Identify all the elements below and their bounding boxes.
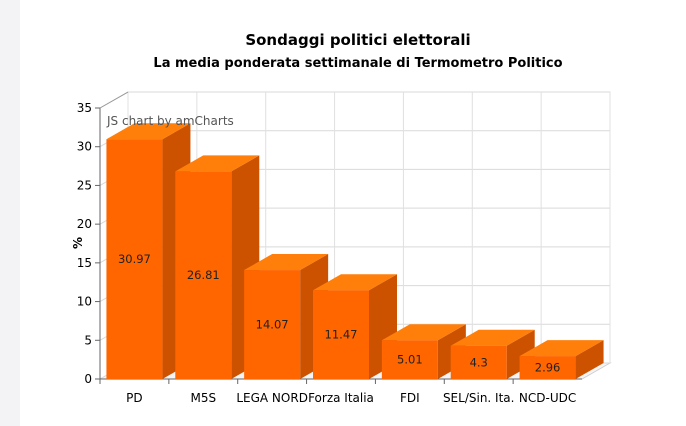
- x-tick-label: FDI: [400, 391, 420, 405]
- bar-front: [313, 290, 369, 379]
- y-tick-label: 25: [77, 178, 92, 192]
- bar-chart: Sondaggi politici elettorali La media po…: [71, 31, 612, 405]
- bar-value-label: 14.07: [256, 318, 289, 332]
- x-tick-label: LEGA NORD: [236, 391, 308, 405]
- bar-side: [575, 340, 604, 379]
- y-tick-label: 5: [84, 333, 92, 347]
- bar[interactable]: [519, 340, 604, 379]
- y-tick-label: 20: [77, 217, 92, 231]
- bar-value-label: 30.97: [118, 252, 151, 266]
- bar-front: [519, 356, 576, 379]
- x-tick-label: Forza Italia: [308, 391, 374, 405]
- chart-credit-link[interactable]: JS chart by amCharts: [106, 114, 234, 128]
- x-tick-label: NCD-UDC: [519, 391, 576, 405]
- y-tick-label: 30: [77, 140, 92, 154]
- bar-top: [381, 324, 466, 341]
- x-tick-label: SEL/Sin. Ita.: [443, 391, 515, 405]
- bar-front: [106, 139, 163, 379]
- bar-top: [313, 274, 397, 291]
- bar-top: [244, 254, 329, 271]
- bar[interactable]: [450, 329, 535, 379]
- y-tick-label: 35: [77, 101, 92, 115]
- chart-title: Sondaggi politici elettorali: [245, 31, 470, 49]
- chart-subtitle: La media ponderata settimanale di Termom…: [153, 56, 562, 71]
- bar-top: [175, 155, 260, 172]
- bar-value-label: 26.81: [187, 268, 220, 282]
- bar-value-label: 4.3: [470, 355, 488, 369]
- bar-top: [450, 329, 535, 346]
- bar-front: [450, 345, 507, 379]
- x-tick-label: M5S: [190, 391, 216, 405]
- bar-value-label: 11.47: [325, 328, 358, 342]
- y-tick-label: 10: [77, 295, 92, 309]
- y-tick-label: 0: [84, 372, 92, 386]
- bar-value-label: 2.96: [535, 361, 561, 375]
- chart-panel: Sondaggi politici elettorali La media po…: [20, 0, 686, 426]
- bars: [106, 123, 604, 380]
- bar-front: [381, 340, 438, 379]
- bar-front: [244, 270, 301, 379]
- labels: 30.97 PD 26.81 M5S 14.07 LEGA NORD 11.47 Forza …: [118, 252, 576, 405]
- bar-top: [519, 340, 604, 357]
- bar-top: [106, 123, 191, 140]
- x-tick-label: PD: [126, 391, 142, 405]
- y-axis-label: %: [71, 237, 85, 249]
- bar-front: [175, 171, 232, 379]
- y-tick-label: 15: [77, 256, 92, 270]
- bar-value-label: 5.01: [397, 353, 423, 367]
- bar[interactable]: [313, 274, 397, 379]
